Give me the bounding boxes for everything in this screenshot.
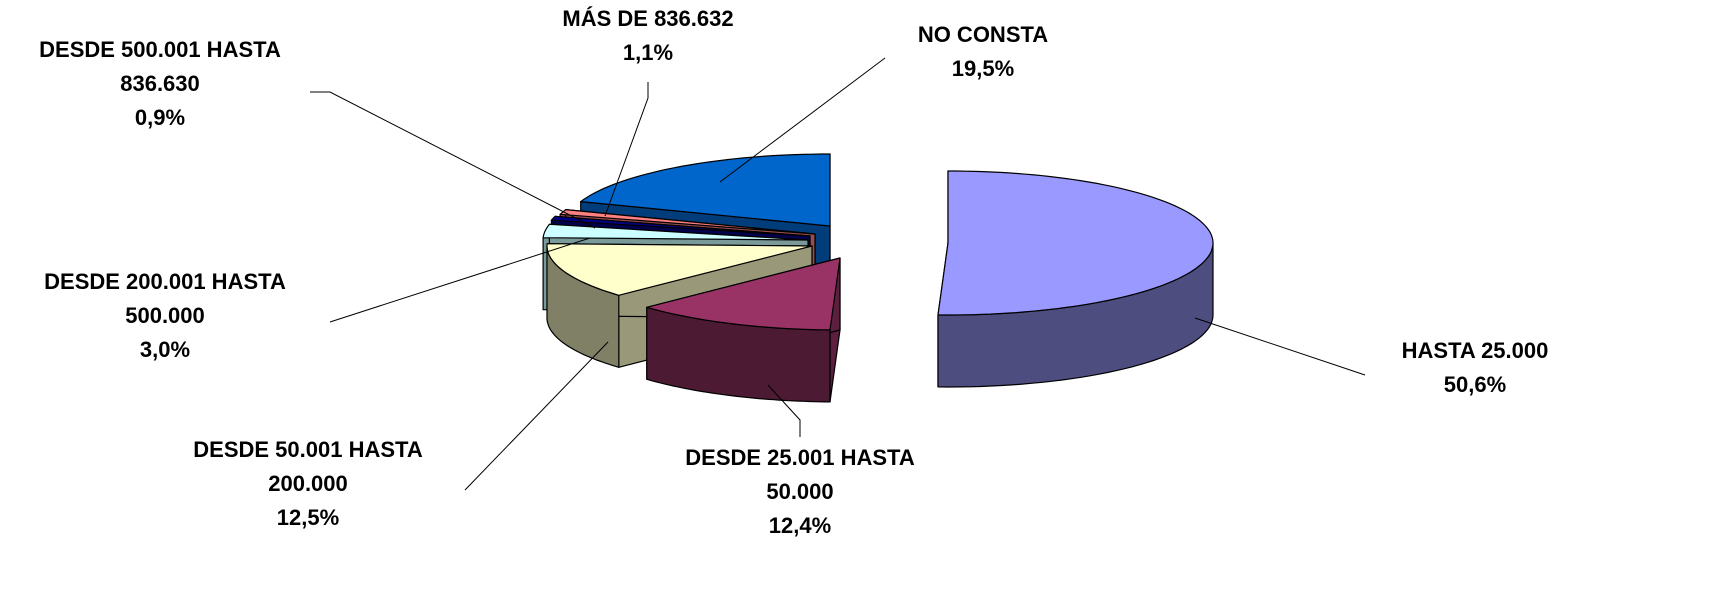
slice-top (550, 215, 811, 237)
leader-line (1194, 317, 1366, 376)
category-label: DESDE 50.001 HASTA 200.000 (193, 437, 423, 496)
slice-top (937, 170, 1214, 316)
leader-line (767, 384, 801, 437)
value-label: 19,5% (952, 56, 1014, 81)
leader-line (329, 237, 591, 323)
leader-line (310, 91, 596, 229)
category-label: DESDE 25.001 HASTA 50.000 (685, 445, 915, 504)
leader-line (719, 57, 886, 183)
slice-top (542, 223, 809, 241)
value-label: 3,0% (140, 337, 190, 362)
leader-line (464, 341, 609, 491)
category-label: HASTA 25.000 (1402, 338, 1549, 363)
category-label: NO CONSTA (918, 22, 1048, 47)
slice (937, 170, 1214, 388)
value-label: 1,1% (623, 40, 673, 65)
leader-line (604, 82, 649, 217)
category-label: DESDE 200.001 HASTA 500.000 (44, 269, 286, 328)
category-label: MÁS DE 836.632 (562, 6, 733, 31)
value-label: 12,5% (277, 505, 339, 530)
category-label: DESDE 500.001 HASTA 836.630 (39, 37, 281, 96)
slice (646, 257, 841, 403)
slice-top (646, 257, 841, 331)
slice-top (580, 153, 831, 227)
value-label: 0,9% (135, 105, 185, 130)
slice-top (559, 209, 816, 235)
value-label: 12,4% (769, 513, 831, 538)
value-label: 50,6% (1444, 372, 1506, 397)
